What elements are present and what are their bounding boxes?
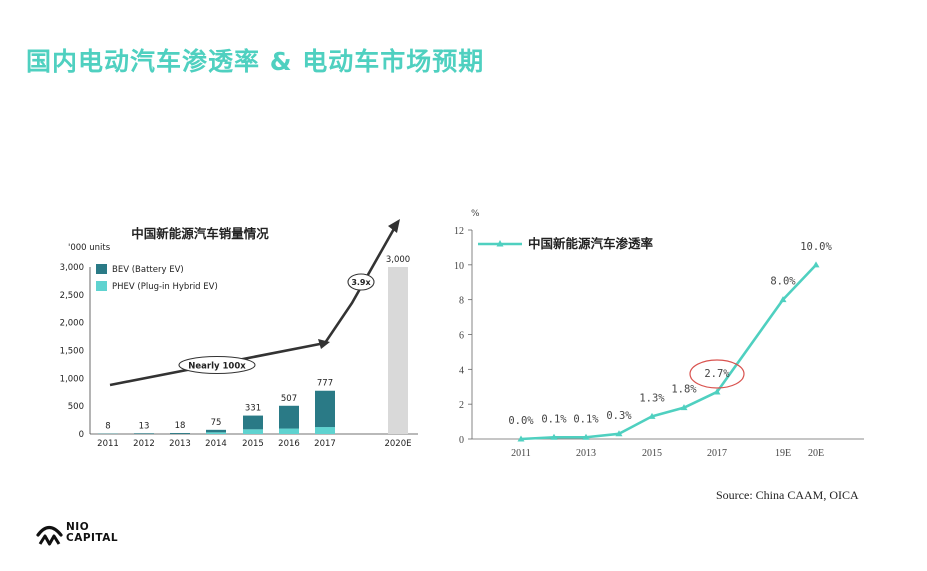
y-tick-label: 2 xyxy=(459,400,464,411)
y-tick-label: 0 xyxy=(459,435,464,446)
data-label: 0.1% xyxy=(541,413,567,425)
data-label: 1.8% xyxy=(671,384,697,396)
y-tick-label: 3,000 xyxy=(60,263,84,273)
data-label: 1.3% xyxy=(639,392,665,404)
line-marker xyxy=(648,412,656,419)
line-marker xyxy=(812,261,820,268)
ev-sales-bar-chart: 中国新能源汽车销量情况 '000 units 0 500 1,000 1,500 2,000… xyxy=(60,219,418,449)
y-tick-label: 4 xyxy=(459,365,464,376)
line-marker xyxy=(680,404,688,411)
legend-swatch-bev xyxy=(96,264,107,274)
bar-total-label: 331 xyxy=(245,404,261,414)
legend-label-phev: PHEV (Plug-in Hybrid EV) xyxy=(112,282,218,292)
bar-bev xyxy=(134,433,154,434)
annotation-ellipse-3-9x xyxy=(347,273,375,291)
line-marker xyxy=(779,296,787,303)
growth-arrow-midhead xyxy=(318,339,330,349)
x-tick-label: 2011 xyxy=(97,439,119,449)
y-tick-label: 1,000 xyxy=(60,374,84,384)
x-tick-label: 2017 xyxy=(314,439,336,449)
data-label: 8.0% xyxy=(770,276,796,288)
x-tick-label: 2012 xyxy=(133,439,155,449)
bar-total-label: 18 xyxy=(175,421,186,431)
y-tick-label: 0 xyxy=(79,430,84,440)
y-tick-label: 6 xyxy=(459,331,464,342)
bar-bev xyxy=(243,415,263,430)
bar-total-label: 777 xyxy=(317,379,333,389)
line-marker xyxy=(615,430,623,437)
x-tick-label: 2020E xyxy=(384,439,411,449)
bar-phev xyxy=(279,428,299,434)
x-tick-label: 19E xyxy=(775,448,791,459)
bar-total-label: 13 xyxy=(139,421,150,431)
logo-line1: NIO xyxy=(66,521,90,533)
bar-total-label: 3,000 xyxy=(386,255,410,265)
bar-bev xyxy=(206,429,226,433)
bar-bev xyxy=(170,432,190,434)
page-title: 国内电动汽车渗透率 & 电动车市场预期 xyxy=(26,47,485,76)
data-label: 0.0% xyxy=(508,415,534,427)
bar-total-label: 8 xyxy=(105,422,110,432)
bar-chart-title: 中国新能源汽车销量情况 xyxy=(131,226,269,241)
bar-total-label: 75 xyxy=(211,418,222,428)
line-marker xyxy=(550,433,558,440)
y-tick-label: 500 xyxy=(68,402,84,412)
annotation-100x: Nearly 100x xyxy=(188,362,246,372)
source-note: Source: China CAAM, OICA xyxy=(716,488,859,502)
bar-bev xyxy=(315,390,335,428)
x-tick-label: 2015 xyxy=(242,439,264,449)
line-marker xyxy=(582,433,590,440)
logo-line2: CAPITAL xyxy=(66,532,119,544)
nio-capital-logo: NIO CAPITAL xyxy=(36,522,156,548)
y-tick-label: 2,500 xyxy=(60,291,84,301)
legend-label-bev: BEV (Battery EV) xyxy=(112,265,184,275)
growth-arrow-head xyxy=(388,219,400,233)
x-tick-label: 2013 xyxy=(169,439,191,449)
y-tick-label: 8 xyxy=(459,296,464,307)
x-tick-label: 2013 xyxy=(576,448,596,459)
data-label: 0.1% xyxy=(573,413,599,425)
legend-marker xyxy=(496,240,504,247)
y-tick-label: 2,000 xyxy=(60,319,84,329)
x-tick-label: 2011 xyxy=(511,448,531,459)
y-axis-unit: % xyxy=(471,209,480,219)
x-tick-label: 2017 xyxy=(707,448,727,459)
x-tick-label: 2015 xyxy=(642,448,662,459)
x-tick-label: 20E xyxy=(808,448,824,459)
legend-label: 中国新能源汽车渗透率 xyxy=(528,236,654,251)
line-marker xyxy=(517,435,525,442)
bar-phev xyxy=(243,429,263,434)
data-label: 0.3% xyxy=(606,410,632,422)
annotation-3-9x: 3.9x xyxy=(351,278,371,287)
bar-total-label: 507 xyxy=(281,394,297,404)
bar-phev xyxy=(315,427,335,434)
data-label: 2.7% xyxy=(704,368,730,380)
y-tick-label: 10 xyxy=(454,261,464,272)
ev-penetration-line-chart: % 0 2 4 6 8 10 12 0.0% 0.1% 0.1% 0.3% 1.3% 1.8% 2.7% 8.… xyxy=(454,209,864,459)
annotation-ellipse-100x xyxy=(178,355,256,375)
bar-forecast xyxy=(388,267,408,434)
data-label: 10.0% xyxy=(800,241,832,253)
bar-bev xyxy=(279,405,299,429)
line-marker xyxy=(713,388,721,395)
nio-logo-icon xyxy=(36,525,63,546)
y-tick-label: 1,500 xyxy=(60,347,84,357)
x-tick-label: 2014 xyxy=(205,439,227,449)
unit-label: '000 units xyxy=(68,243,111,253)
x-tick-label: 2016 xyxy=(278,439,300,449)
legend-swatch-phev xyxy=(96,281,107,291)
highlight-circle xyxy=(689,359,745,389)
bar-phev xyxy=(206,432,226,434)
y-tick-label: 12 xyxy=(454,226,464,237)
